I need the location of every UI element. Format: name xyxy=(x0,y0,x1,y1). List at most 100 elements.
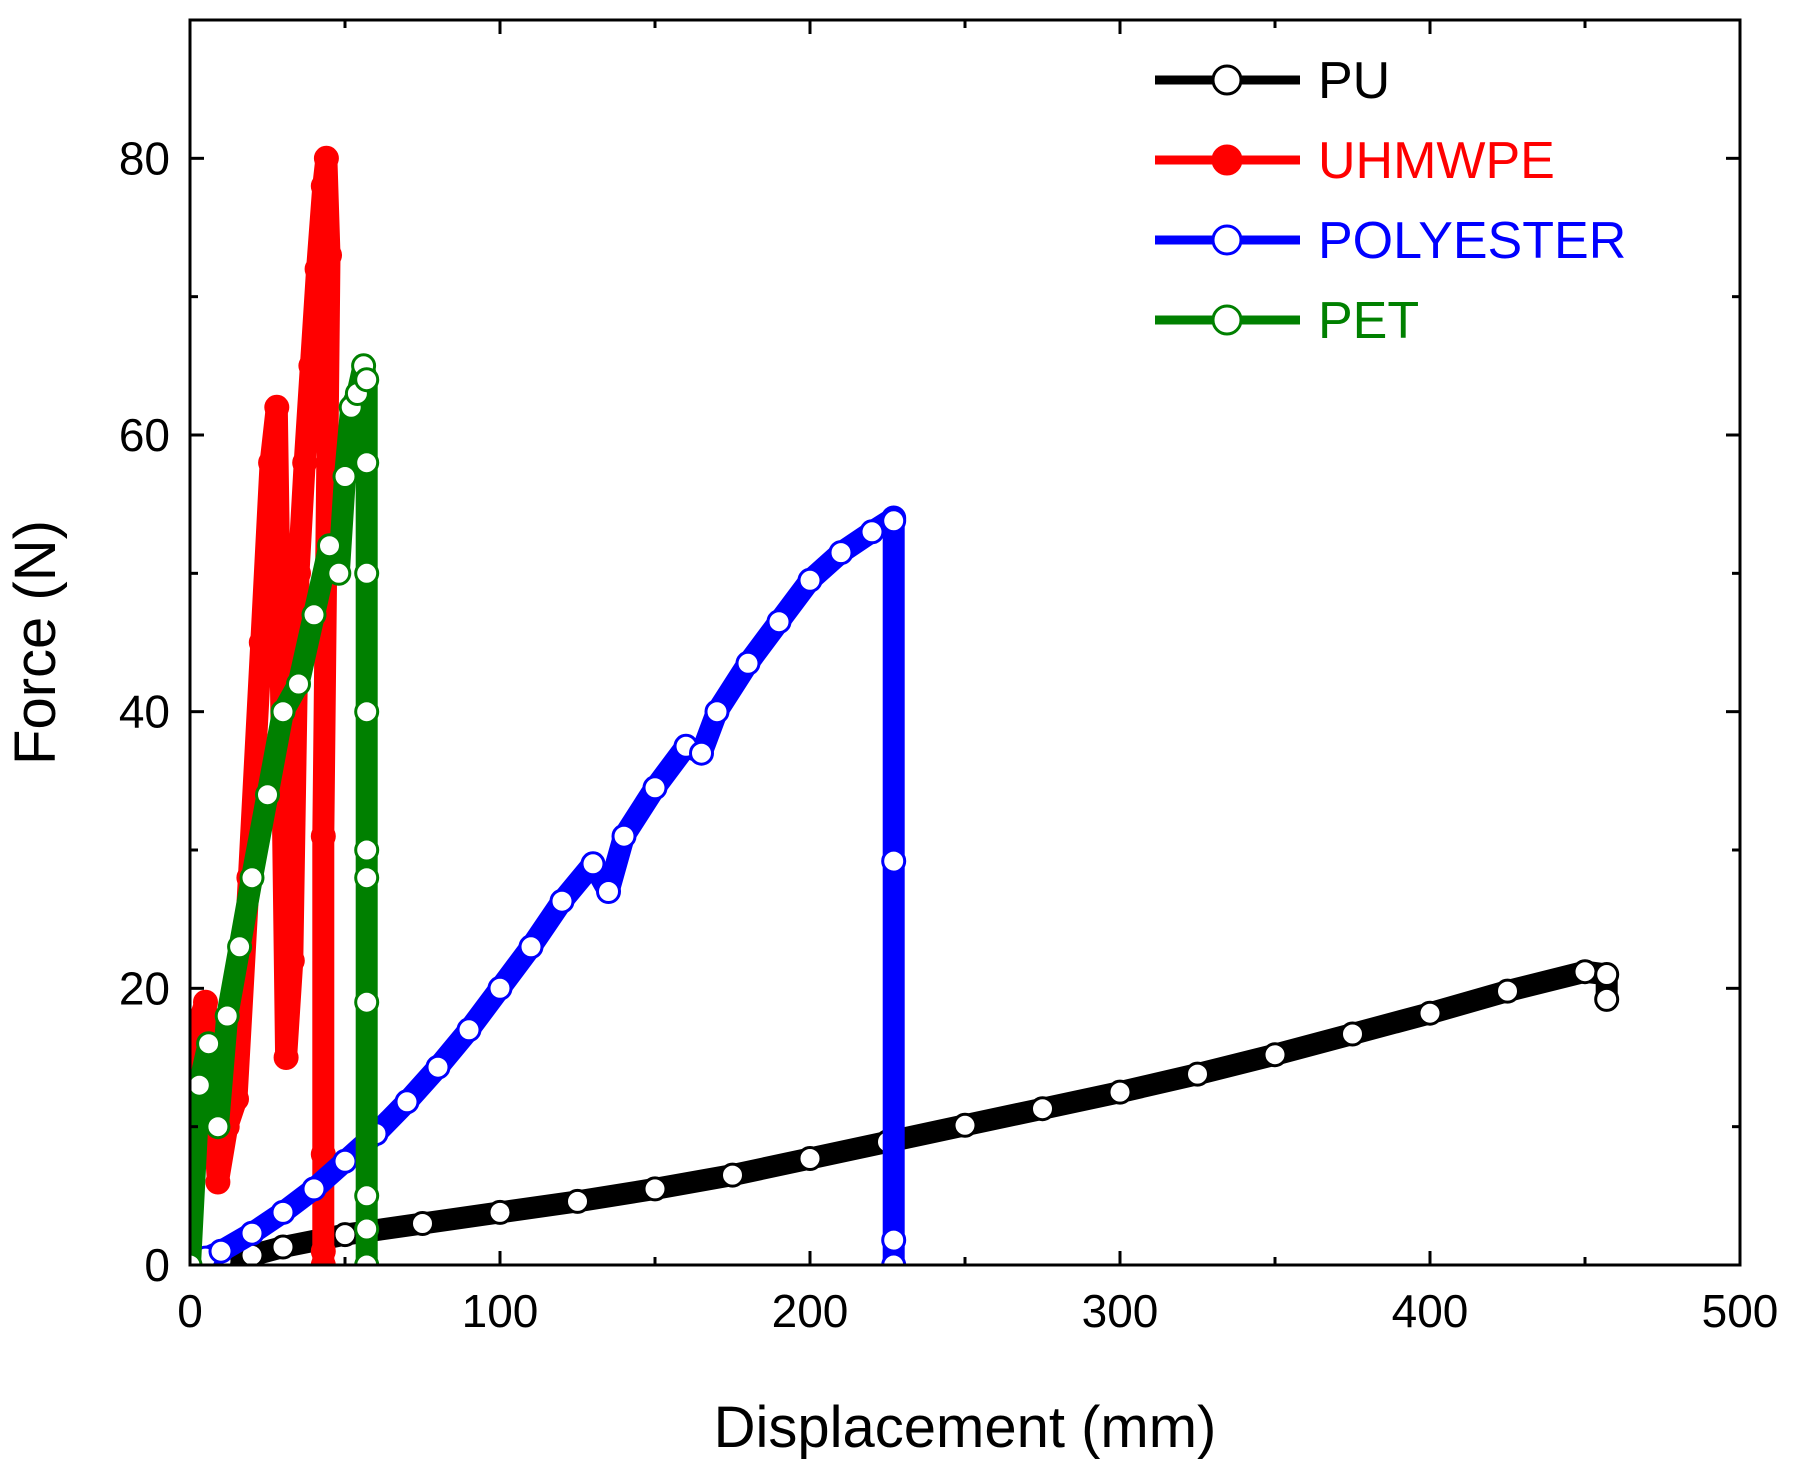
series-pu-point xyxy=(720,1162,745,1188)
series-pu-point xyxy=(565,1188,590,1214)
series-polyester-point xyxy=(881,508,907,534)
series-pet-point xyxy=(205,1114,231,1140)
series-uhmwpe-point xyxy=(310,1252,336,1265)
y-tick-label: 40 xyxy=(119,686,170,738)
series-pet-point xyxy=(354,450,380,476)
series-pet-point xyxy=(354,1216,380,1242)
series-uhmwpe-point xyxy=(310,823,336,849)
series-pu-point xyxy=(410,1211,435,1236)
series-pet-point xyxy=(214,1003,240,1029)
series-pet-point xyxy=(354,367,380,393)
series-polyester-point xyxy=(797,567,823,593)
series-pu-point xyxy=(487,1199,513,1225)
axes-layer: 0 100 200 300 400 500 0 20 40 60 80 xyxy=(119,18,1779,1337)
legend-label: UHMWPE xyxy=(1318,132,1555,190)
y-tick-label: 20 xyxy=(119,962,170,1014)
series-polyester-point xyxy=(881,848,907,874)
series-pu-point xyxy=(1594,986,1620,1012)
series-uhmwpe-point xyxy=(310,173,336,199)
series-pet-point xyxy=(190,1072,212,1098)
series-polyester-point xyxy=(332,1148,358,1174)
series-pu-point xyxy=(1262,1042,1288,1068)
series-pet-point xyxy=(354,699,380,725)
series-polyester-point xyxy=(596,879,621,904)
series-polyester xyxy=(190,505,907,1265)
legend-swatch-marker xyxy=(1211,224,1243,256)
series-polyester-point xyxy=(881,1227,907,1253)
x-tick-label: 100 xyxy=(462,1285,539,1337)
series-pet-point xyxy=(354,865,380,891)
series-pu-point xyxy=(270,1234,296,1260)
series-pu-point xyxy=(952,1112,978,1138)
series-polyester-point xyxy=(239,1220,265,1246)
series-pu-point xyxy=(1417,1000,1443,1026)
legend-swatch-marker xyxy=(1211,144,1243,176)
series-pu-point xyxy=(1030,1096,1055,1122)
series-polyester-point xyxy=(270,1199,296,1225)
legend-label: PET xyxy=(1318,292,1419,350)
series-polyester-point xyxy=(881,1252,907,1265)
series-uhmwpe-point xyxy=(193,989,218,1015)
series-pet xyxy=(190,353,380,1265)
series-uhmwpe-point xyxy=(248,630,274,655)
series-pet-point xyxy=(286,671,311,697)
series-pu-point xyxy=(642,1176,668,1202)
legend: PU UHMWPE POLYESTER PET xyxy=(1155,52,1626,350)
series-uhmwpe-point xyxy=(298,353,324,379)
x-tick-label: 500 xyxy=(1702,1285,1779,1337)
x-tick-label: 300 xyxy=(1082,1285,1159,1337)
series-uhmwpe-point xyxy=(292,450,318,476)
series-polyester-point xyxy=(580,851,606,877)
series-polyester-point xyxy=(549,888,575,914)
series-pu-point xyxy=(1340,1021,1365,1047)
series-layer xyxy=(190,145,1620,1265)
series-pet-point xyxy=(332,464,358,489)
series-pu-point xyxy=(1594,962,1620,987)
y-axis-title: Force (N) xyxy=(3,520,68,765)
series-pet-point xyxy=(301,602,327,628)
legend-swatch-marker xyxy=(1211,304,1243,336)
series-polyester-point xyxy=(518,934,544,960)
legend-item-pu: PU xyxy=(1155,52,1390,110)
series-uhmwpe-point xyxy=(273,1045,299,1070)
series-pu-point xyxy=(1495,978,1520,1004)
series-pet-point xyxy=(255,782,280,808)
series-uhmwpe-point xyxy=(270,809,296,835)
series-pet-point xyxy=(354,837,380,863)
series-pet-point xyxy=(270,699,296,725)
series-polyester-point xyxy=(859,519,885,545)
x-tick-label: 200 xyxy=(772,1285,849,1337)
series-pet-point xyxy=(326,560,352,586)
series-polyester-point xyxy=(456,1017,482,1043)
x-axis-title: Displacement (mm) xyxy=(714,1395,1217,1460)
series-pet-point xyxy=(354,1183,380,1209)
series-polyester-point xyxy=(735,650,761,676)
series-pet-point xyxy=(317,533,342,559)
y-tick-label: 60 xyxy=(119,409,170,461)
series-polyester-point xyxy=(828,540,854,566)
series-pu-point xyxy=(332,1222,358,1248)
series-polyester-point xyxy=(425,1054,451,1080)
series-pu-point xyxy=(1572,959,1598,985)
series-pet-point xyxy=(354,560,380,586)
series-uhmwpe-point xyxy=(313,145,339,171)
series-pu-point xyxy=(797,1146,823,1171)
series-polyester-point xyxy=(487,975,513,1001)
legend-swatch-marker xyxy=(1211,64,1243,96)
legend-item-pet: PET xyxy=(1155,292,1419,350)
y-tick-label: 0 xyxy=(144,1239,170,1291)
series-polyester-point xyxy=(766,609,792,635)
series-uhmwpe-point xyxy=(258,450,284,476)
series-uhmwpe-point xyxy=(264,394,290,420)
series-uhmwpe-point xyxy=(286,560,311,586)
series-polyester-point xyxy=(704,699,730,725)
legend-item-uhmwpe: UHMWPE xyxy=(1155,132,1555,190)
legend-label: POLYESTER xyxy=(1318,212,1626,270)
series-polyester-point xyxy=(208,1238,234,1264)
series-uhmwpe-point xyxy=(279,948,305,974)
series-pu-point xyxy=(1107,1079,1133,1105)
series-pet-point xyxy=(239,865,265,891)
series-polyester-point xyxy=(301,1176,327,1202)
series-pet-point xyxy=(354,989,380,1015)
